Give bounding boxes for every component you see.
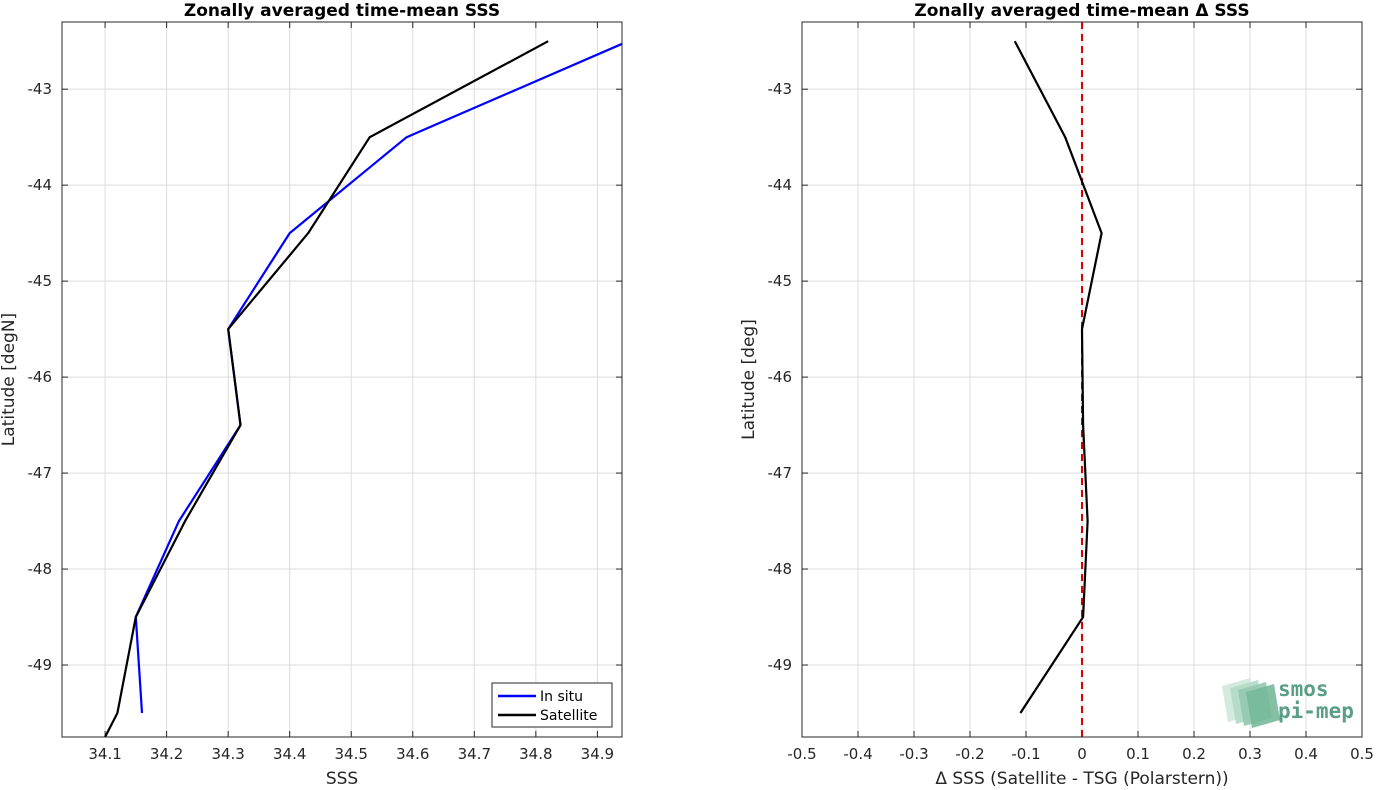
x-tick-label: 34.8 <box>519 745 552 763</box>
legend-entry: Satellite <box>540 708 597 724</box>
y-axis-label: Latitude [deg] <box>739 319 759 440</box>
chart-panel-2: -0.5 -0.4 -0.3 -0.2 -0.1 0 0.1 0.2 0.3 0.4 0.5 -43 -… <box>739 1 1374 789</box>
series-line-satellite <box>104 40 549 737</box>
legend: In situ Satellite <box>491 682 613 728</box>
x-tick-label: 0.3 <box>1238 745 1262 763</box>
x-axis-label: SSS <box>326 769 358 789</box>
x-tick-label: 0.4 <box>1294 745 1318 763</box>
y-axis-label: Latitude [degN] <box>0 313 19 446</box>
y-tick-label: -46 <box>768 368 793 386</box>
y-tick-label: -49 <box>768 656 793 674</box>
x-tick-label: 0.2 <box>1182 745 1206 763</box>
x-tick-label: -0.2 <box>955 745 984 763</box>
y-tick-label: -45 <box>28 272 53 290</box>
y-tick-label: -49 <box>28 656 53 674</box>
legend-entry: In situ <box>540 689 583 705</box>
x-tick-label: 34.9 <box>581 745 614 763</box>
series-group <box>1013 40 1103 714</box>
axes-box <box>61 21 623 738</box>
x-tick-label: 34.4 <box>273 745 306 763</box>
x-tick-label: -0.1 <box>1011 745 1040 763</box>
y-tick-label: -48 <box>28 560 53 578</box>
chart-title: Zonally averaged time-mean Δ SSS <box>914 1 1249 21</box>
y-tick-label: -47 <box>28 464 53 482</box>
x-tick-label: -0.4 <box>843 745 872 763</box>
logo-text-smos: smos <box>1278 677 1329 701</box>
chart-title: Zonally averaged time-mean SSS <box>184 1 500 21</box>
y-tick-label: -43 <box>28 80 53 98</box>
x-tick-label: 34.1 <box>88 745 121 763</box>
y-tick-label: -48 <box>768 560 793 578</box>
y-tick-label: -43 <box>768 80 793 98</box>
axes-box <box>801 21 1363 738</box>
series-group <box>104 40 622 737</box>
y-tick-label: -45 <box>768 272 793 290</box>
x-tick-label: -0.5 <box>787 745 816 763</box>
legend-box <box>491 682 613 728</box>
x-tick-label: -0.3 <box>899 745 928 763</box>
logo-layer-icon <box>1246 684 1280 728</box>
x-tick-label: 34.3 <box>211 745 244 763</box>
x-tick-label: 34.7 <box>458 745 491 763</box>
x-tick-label: 0 <box>1077 745 1087 763</box>
x-tick-label: 34.5 <box>335 745 368 763</box>
y-tick-label: -46 <box>28 368 53 386</box>
x-tick-label: 34.6 <box>396 745 429 763</box>
plot-area <box>62 22 622 737</box>
logo-text-pi-mep: pi-mep <box>1278 699 1354 723</box>
x-tick-label: 0.1 <box>1126 745 1150 763</box>
x-axis-label: Δ SSS (Satellite - TSG (Polarstern)) <box>935 769 1228 789</box>
y-tick-label: -47 <box>768 464 793 482</box>
x-tick-label: 0.5 <box>1350 745 1374 763</box>
x-tick-label: 34.2 <box>150 745 183 763</box>
series-line-delta-sss <box>1013 40 1103 714</box>
y-tick-label: -44 <box>768 176 793 194</box>
y-tick-label: -44 <box>28 176 53 194</box>
chart-panel-1: 34.1 34.2 34.3 34.4 34.5 34.6 34.7 34.8 34.9 -43 -… <box>0 1 623 789</box>
